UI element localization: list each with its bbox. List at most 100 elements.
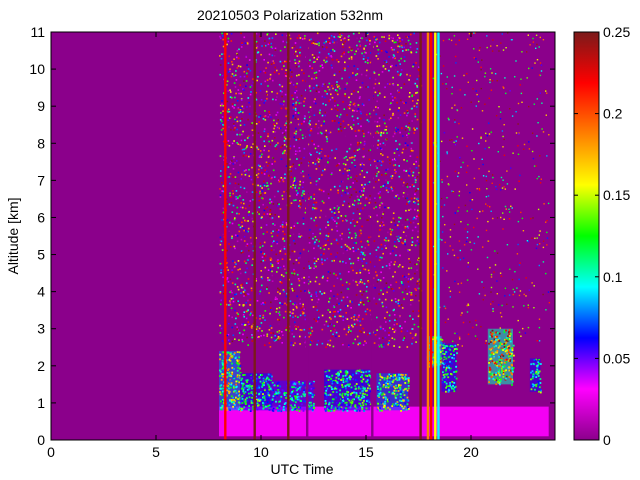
noise-pixel (452, 249, 454, 251)
noise-pixel (453, 223, 456, 226)
aerosol-pixel (297, 406, 300, 409)
noise-pixel (297, 137, 299, 140)
noise-pixel (340, 278, 342, 281)
noise-pixel (284, 46, 286, 48)
noise-pixel (318, 165, 321, 167)
noise-pixel (305, 56, 307, 58)
aerosol-pixel (349, 393, 352, 395)
noise-pixel (388, 340, 391, 342)
noise-pixel (325, 312, 328, 314)
noise-pixel (457, 283, 459, 285)
aerosol-pixel (342, 379, 345, 382)
noise-pixel (267, 188, 270, 190)
aerosol-pixel (401, 405, 403, 408)
noise-pixel (316, 157, 318, 160)
noise-pixel (280, 92, 283, 95)
noise-pixel (309, 177, 311, 179)
noise-pixel (396, 101, 398, 104)
noise-pixel (252, 183, 254, 186)
aerosol-pixel (342, 386, 344, 389)
noise-pixel (277, 202, 279, 205)
noise-pixel (289, 258, 291, 261)
noise-pixel (243, 295, 245, 297)
noise-pixel (454, 121, 456, 123)
noise-pixel (356, 318, 358, 321)
noise-pixel (531, 237, 533, 239)
noise-pixel (294, 302, 296, 304)
noise-pixel (325, 226, 327, 229)
noise-pixel (414, 181, 417, 184)
aerosol-pixel (271, 381, 274, 384)
noise-pixel (267, 133, 269, 135)
noise-pixel (331, 217, 333, 219)
noise-pixel (380, 328, 382, 330)
noise-pixel (302, 181, 305, 184)
noise-pixel (239, 226, 242, 229)
noise-pixel (362, 252, 365, 254)
noise-pixel (233, 123, 235, 125)
aerosol-pixel (230, 399, 233, 402)
aerosol-pixel (274, 393, 276, 396)
noise-pixel (457, 210, 459, 212)
noise-pixel (475, 58, 477, 60)
noise-pixel (417, 230, 419, 233)
noise-pixel (228, 55, 231, 58)
noise-pixel (269, 76, 272, 79)
noise-pixel (471, 150, 473, 152)
noise-pixel (290, 170, 292, 172)
aerosol-pixel (222, 367, 225, 370)
noise-pixel (351, 49, 353, 51)
noise-pixel (466, 311, 469, 313)
noise-pixel (407, 36, 410, 38)
noise-pixel (384, 40, 387, 42)
noise-pixel (393, 187, 395, 189)
noise-pixel (335, 335, 337, 338)
noise-pixel (220, 262, 223, 265)
aerosol-pixel (378, 389, 381, 392)
noise-pixel (315, 305, 317, 308)
noise-pixel (388, 320, 391, 322)
noise-pixel (388, 56, 390, 58)
noise-pixel (242, 287, 244, 289)
noise-pixel (283, 100, 285, 103)
noise-pixel (237, 315, 239, 317)
noise-pixel (236, 133, 239, 136)
aerosol-pixel (441, 347, 444, 350)
noise-pixel (336, 81, 338, 83)
aerosol-pixel (331, 374, 334, 377)
noise-pixel (248, 255, 250, 257)
noise-pixel (299, 180, 301, 183)
noise-pixel (271, 280, 274, 282)
aerosol-pixel (222, 387, 224, 390)
noise-pixel (333, 295, 335, 297)
noise-pixel (300, 290, 302, 292)
noise-pixel (314, 241, 316, 243)
noise-pixel (366, 219, 368, 221)
noise-pixel (237, 183, 240, 185)
aerosol-pixel (236, 369, 239, 372)
noise-pixel (378, 90, 380, 92)
aerosol-pixel (291, 393, 294, 395)
noise-pixel (384, 244, 386, 247)
aerosol-pixel (443, 381, 446, 383)
noise-pixel (242, 217, 245, 219)
aerosol-pixel (270, 402, 273, 405)
noise-pixel (241, 42, 243, 44)
noise-pixel (282, 180, 285, 183)
noise-pixel (451, 107, 453, 109)
noise-pixel (519, 262, 521, 264)
aerosol-pixel (448, 348, 451, 350)
noise-pixel (266, 335, 268, 337)
noise-pixel (255, 317, 257, 319)
noise-pixel (278, 84, 281, 86)
noise-pixel (286, 303, 288, 306)
noise-pixel (391, 64, 393, 67)
noise-pixel (417, 326, 420, 328)
aerosol-pixel (354, 405, 357, 408)
noise-pixel (304, 336, 307, 339)
noise-pixel (363, 187, 365, 190)
noise-pixel (237, 65, 240, 67)
aerosol-pixel (292, 407, 295, 410)
noise-pixel (392, 99, 394, 102)
aerosol-pixel (362, 378, 365, 381)
